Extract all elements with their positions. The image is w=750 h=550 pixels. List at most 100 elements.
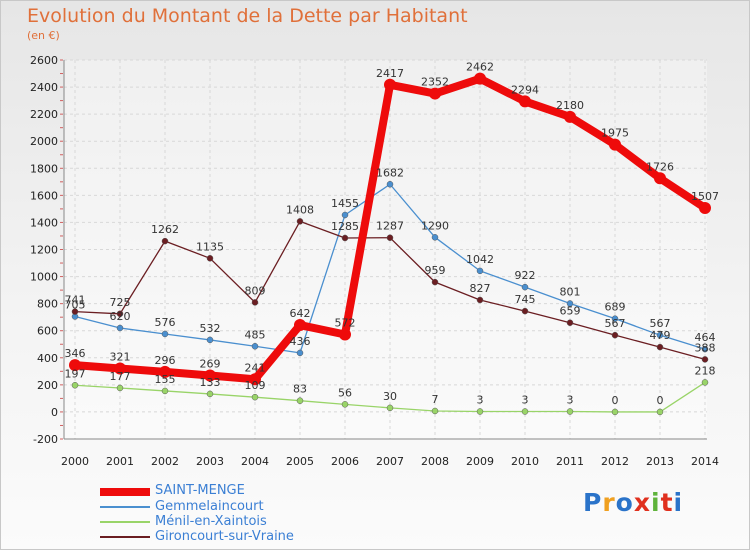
data-label-gemmelaincourt: 1042 bbox=[466, 253, 494, 266]
data-point-gironcourt-sur-vraine bbox=[341, 234, 349, 242]
data-point-gemmelaincourt bbox=[566, 300, 574, 307]
data-point-gemmelaincourt bbox=[701, 345, 709, 353]
x-tick-label: 2007 bbox=[376, 455, 404, 468]
y-tick-label: 1200 bbox=[30, 244, 58, 257]
x-tick-label: 2004 bbox=[241, 455, 269, 468]
data-point-gironcourt-sur-vraine bbox=[296, 218, 304, 225]
x-tick-label: 2009 bbox=[466, 455, 494, 468]
data-label-menil-en-xaintois: 56 bbox=[338, 386, 352, 399]
x-tick-label: 2013 bbox=[646, 455, 674, 468]
data-point-gemmelaincourt bbox=[116, 324, 124, 332]
legend-item-gironcourt-sur-vraine: Gironcourt-sur-Vraine bbox=[100, 529, 360, 544]
data-point-gironcourt-sur-vraine bbox=[206, 255, 214, 262]
x-tick-label: 2000 bbox=[61, 455, 89, 468]
legend-item-gemmelaincourt: Gemmelaincourt bbox=[100, 499, 360, 514]
data-label-menil-en-xaintois: 177 bbox=[110, 370, 131, 383]
data-label-gironcourt-sur-vraine: 827 bbox=[470, 282, 491, 295]
legend-item-menil-en-xaintois: Ménil-en-Xaintois bbox=[100, 514, 360, 529]
x-tick-label: 2006 bbox=[331, 455, 359, 468]
logo-letter: i bbox=[673, 488, 684, 517]
data-point-menil-en-xaintois bbox=[701, 379, 709, 386]
data-label-saint-menge: 572 bbox=[335, 317, 356, 330]
data-point-gironcourt-sur-vraine bbox=[431, 278, 439, 286]
data-label-gironcourt-sur-vraine: 1135 bbox=[196, 240, 224, 253]
data-label-saint-menge: 2417 bbox=[376, 67, 404, 80]
data-label-gemmelaincourt: 485 bbox=[245, 328, 266, 341]
data-point-gironcourt-sur-vraine bbox=[611, 331, 619, 339]
data-label-menil-en-xaintois: 3 bbox=[522, 394, 529, 407]
data-point-gironcourt-sur-vraine bbox=[161, 237, 169, 245]
data-point-saint-menge bbox=[114, 362, 126, 375]
data-point-saint-menge bbox=[294, 319, 306, 332]
data-point-gemmelaincourt bbox=[251, 343, 259, 350]
data-point-gemmelaincourt bbox=[206, 336, 214, 344]
legend-swatch-gironcourt-sur-vraine bbox=[100, 536, 150, 538]
x-tick-label: 2003 bbox=[196, 455, 224, 468]
data-label-gemmelaincourt: 1455 bbox=[331, 197, 359, 210]
data-point-menil-en-xaintois bbox=[566, 408, 574, 415]
data-label-menil-en-xaintois: 0 bbox=[657, 394, 664, 407]
data-point-menil-en-xaintois bbox=[521, 408, 529, 415]
legend-swatch-saint-menge bbox=[100, 488, 150, 496]
y-tick-label: 1800 bbox=[30, 162, 58, 175]
data-label-gironcourt-sur-vraine: 745 bbox=[515, 293, 536, 306]
y-tick-label: 1600 bbox=[30, 189, 58, 202]
y-tick-label: 0 bbox=[51, 406, 58, 419]
y-tick-label: 2200 bbox=[30, 108, 58, 121]
data-label-gemmelaincourt: 705 bbox=[65, 299, 86, 312]
legend-label-menil-en-xaintois: Ménil-en-Xaintois bbox=[155, 514, 267, 529]
chart-subtitle: (en €) bbox=[27, 29, 60, 42]
data-point-gironcourt-sur-vraine bbox=[701, 356, 709, 363]
data-point-saint-menge bbox=[249, 373, 261, 386]
data-label-menil-en-xaintois: 155 bbox=[155, 373, 176, 386]
data-label-gironcourt-sur-vraine: 1285 bbox=[331, 220, 359, 233]
data-point-gironcourt-sur-vraine bbox=[116, 310, 124, 318]
data-point-saint-menge bbox=[159, 365, 171, 378]
logo-letter: i bbox=[651, 488, 661, 517]
data-label-menil-en-xaintois: 218 bbox=[695, 364, 716, 377]
data-label-gemmelaincourt: 576 bbox=[155, 316, 176, 329]
data-label-menil-en-xaintois: 83 bbox=[293, 383, 307, 396]
data-label-saint-menge: 2462 bbox=[466, 61, 494, 74]
data-label-gironcourt-sur-vraine: 1408 bbox=[286, 203, 314, 216]
logo-letter: t bbox=[660, 488, 674, 517]
y-tick-label: 1400 bbox=[30, 216, 58, 229]
data-label-gemmelaincourt: 1682 bbox=[376, 166, 404, 179]
data-point-gironcourt-sur-vraine bbox=[71, 308, 79, 315]
data-point-saint-menge bbox=[519, 95, 531, 108]
y-tick-label: 800 bbox=[37, 298, 58, 311]
data-point-saint-menge bbox=[339, 328, 351, 341]
y-tick-label: -200 bbox=[33, 433, 58, 446]
data-point-saint-menge bbox=[429, 87, 441, 100]
data-label-saint-menge: 2294 bbox=[511, 83, 539, 96]
legend-label-saint-menge: SAINT-MENGE bbox=[155, 483, 245, 498]
data-point-menil-en-xaintois bbox=[611, 408, 619, 416]
x-tick-label: 2011 bbox=[556, 455, 584, 468]
data-point-gemmelaincourt bbox=[521, 283, 529, 291]
data-point-gironcourt-sur-vraine bbox=[656, 343, 664, 351]
data-label-menil-en-xaintois: 30 bbox=[383, 390, 397, 403]
data-label-saint-menge: 2352 bbox=[421, 76, 449, 89]
data-point-saint-menge bbox=[564, 110, 576, 123]
data-label-gemmelaincourt: 620 bbox=[110, 310, 131, 323]
data-point-menil-en-xaintois bbox=[656, 408, 664, 416]
data-point-gironcourt-sur-vraine bbox=[251, 299, 259, 306]
y-tick-label: 400 bbox=[37, 352, 58, 365]
data-label-gironcourt-sur-vraine: 479 bbox=[650, 329, 671, 342]
x-tick-label: 2001 bbox=[106, 455, 134, 468]
data-point-gironcourt-sur-vraine bbox=[476, 296, 484, 304]
data-label-saint-menge: 241 bbox=[245, 361, 266, 374]
data-label-gironcourt-sur-vraine: 567 bbox=[605, 317, 626, 330]
data-label-gemmelaincourt: 1290 bbox=[421, 219, 449, 232]
data-point-saint-menge bbox=[474, 72, 486, 85]
data-point-saint-menge bbox=[384, 78, 396, 91]
y-tick-label: 2000 bbox=[30, 135, 58, 148]
x-tick-label: 2005 bbox=[286, 455, 314, 468]
x-tick-label: 2014 bbox=[691, 455, 719, 468]
data-point-gemmelaincourt bbox=[476, 267, 484, 275]
data-label-menil-en-xaintois: 197 bbox=[65, 367, 86, 380]
data-point-gironcourt-sur-vraine bbox=[386, 234, 394, 241]
data-point-menil-en-xaintois bbox=[476, 408, 484, 415]
